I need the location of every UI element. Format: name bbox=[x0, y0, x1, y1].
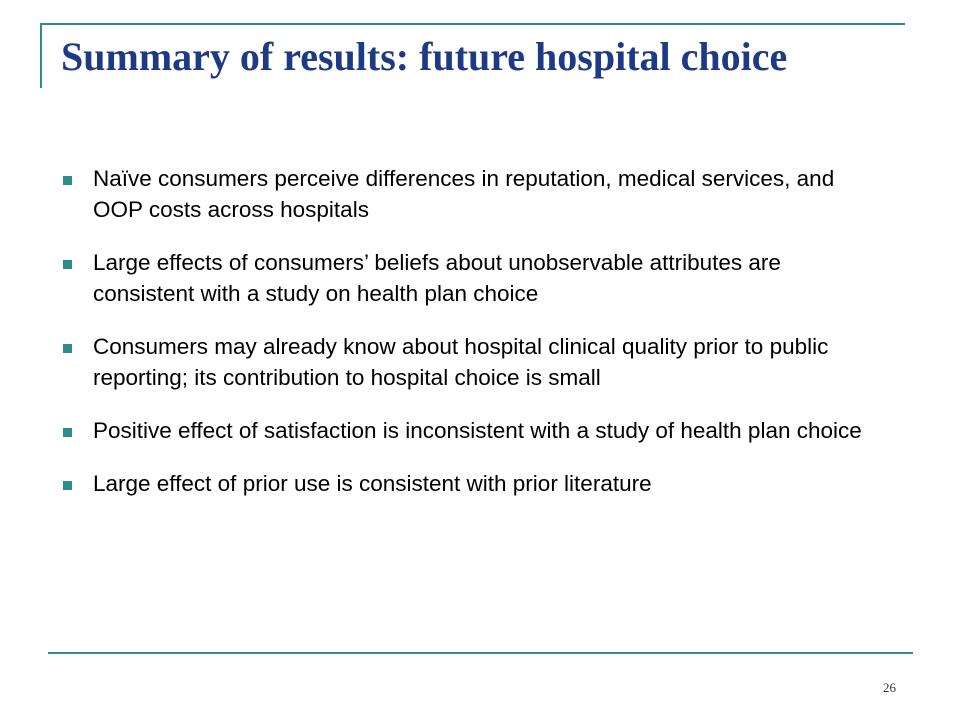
bullet-item: Large effects of consumers’ beliefs abou… bbox=[60, 247, 880, 309]
square-bullet-icon bbox=[63, 428, 72, 437]
bullet-item: Positive effect of satisfaction is incon… bbox=[60, 415, 880, 446]
bullet-text: Consumers may already know about hospita… bbox=[93, 334, 829, 390]
square-bullet-icon bbox=[63, 481, 72, 490]
square-bullet-icon bbox=[63, 176, 72, 185]
bullet-list: Naïve consumers perceive differences in … bbox=[60, 163, 880, 521]
page-number: 26 bbox=[883, 680, 896, 695]
bullet-item: Naïve consumers perceive differences in … bbox=[60, 163, 880, 225]
bullet-text: Naïve consumers perceive differences in … bbox=[93, 166, 835, 222]
slide-title: Summary of results: future hospital choi… bbox=[61, 34, 788, 79]
top-divider-line bbox=[40, 23, 905, 25]
left-accent-line bbox=[40, 23, 42, 88]
bullet-item: Consumers may already know about hospita… bbox=[60, 331, 880, 393]
bottom-divider-line bbox=[48, 652, 913, 654]
square-bullet-icon bbox=[63, 260, 72, 269]
bullet-text: Large effects of consumers’ beliefs abou… bbox=[93, 250, 781, 306]
bullet-item: Large effect of prior use is consistent … bbox=[60, 468, 880, 499]
square-bullet-icon bbox=[63, 344, 72, 353]
bullet-text: Positive effect of satisfaction is incon… bbox=[93, 418, 862, 443]
bullet-text: Large effect of prior use is consistent … bbox=[93, 471, 652, 496]
